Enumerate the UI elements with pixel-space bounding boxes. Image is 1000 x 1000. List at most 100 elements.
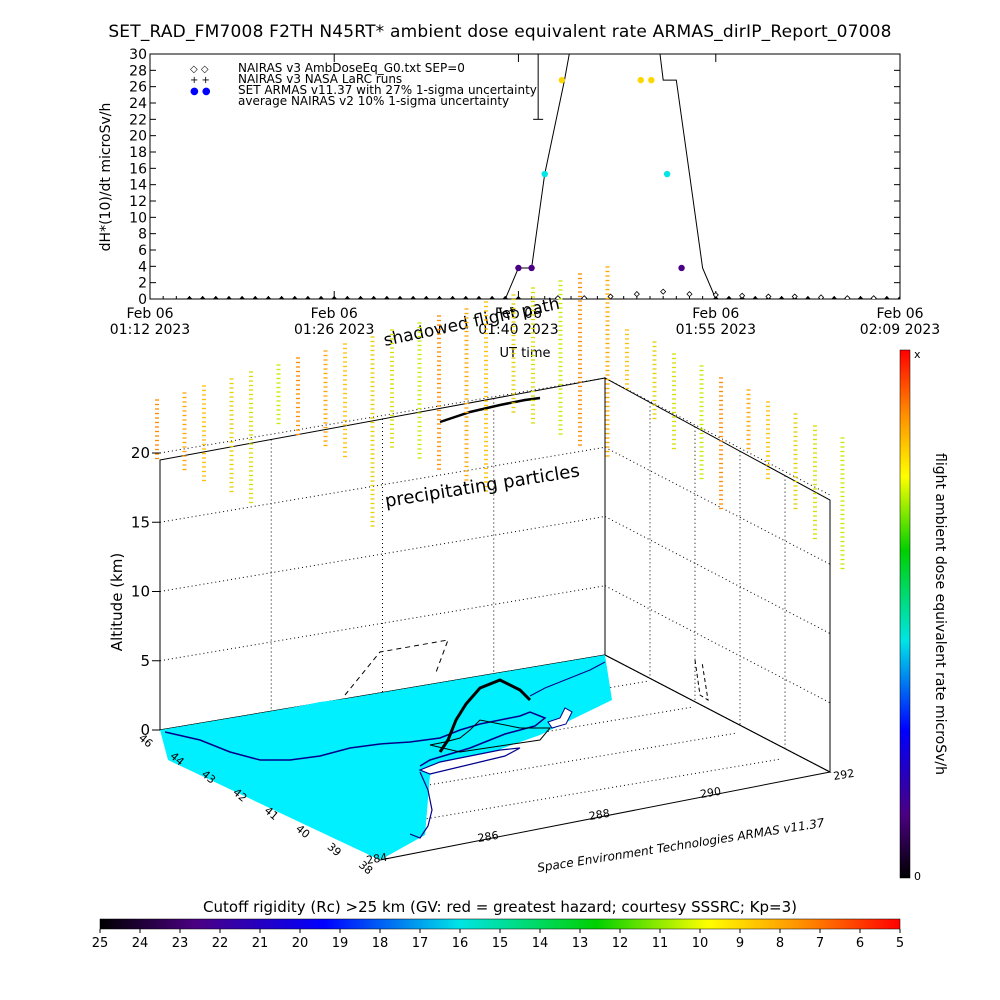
nairas-diamond-marker bbox=[765, 293, 772, 299]
cutoff-rigidity-tick-label: 21 bbox=[252, 936, 269, 951]
top-x-tick-day: Feb 06 bbox=[876, 306, 923, 322]
top-y-tick-label: 10 bbox=[129, 210, 147, 226]
cutoff-rigidity-tick-label: 5 bbox=[896, 936, 904, 951]
precipitating-particles-label: precipitating particles bbox=[383, 460, 581, 512]
longitude-tick-label: 288 bbox=[588, 807, 611, 823]
cutoff-rigidity-tick-label: 16 bbox=[452, 936, 469, 951]
vertical-colorbar bbox=[899, 349, 911, 879]
page-title: SET_RAD_FM7008 F2TH N45RT* ambient dose … bbox=[108, 22, 892, 42]
baseline-marker bbox=[502, 296, 509, 299]
altitude-tick-label: 5 bbox=[140, 652, 150, 670]
top-x-tick-day: Feb 06 bbox=[311, 306, 358, 322]
baseline-marker bbox=[475, 296, 482, 299]
map-capecod bbox=[547, 707, 573, 729]
altitude-tick-label: 15 bbox=[131, 513, 150, 531]
cutoff-rigidity-title: Cutoff rigidity (Rc) >25 km (GV: red = g… bbox=[203, 898, 797, 916]
precipitating-particle-markers bbox=[155, 266, 845, 570]
top-y-axis-label: dH*(10)/dt microSv/h bbox=[98, 103, 114, 252]
top-y-tick-label: 18 bbox=[129, 145, 147, 161]
cutoff-rigidity-tick-label: 11 bbox=[652, 936, 669, 951]
top-x-axis-label: UT time bbox=[500, 346, 551, 361]
top-y-tick-label: 26 bbox=[129, 80, 147, 96]
armas-data-point bbox=[663, 170, 671, 178]
vertical-colorbar-top-label: x bbox=[914, 348, 921, 361]
nairas-diamond-marker bbox=[712, 291, 719, 298]
back-wall-gridline bbox=[159, 377, 606, 454]
altitude-tick-label: 0 bbox=[140, 721, 150, 739]
top-y-tick-label: 30 bbox=[129, 47, 147, 63]
top-x-tick-time: 02:09 2023 bbox=[860, 322, 940, 338]
cutoff-rigidity-tick-label: 19 bbox=[332, 936, 349, 951]
top-x-tick-day: Feb 06 bbox=[692, 306, 739, 322]
nairas-diamond-marker bbox=[870, 295, 877, 299]
latitude-tick-label: 39 bbox=[325, 840, 344, 859]
cutoff-rigidity-tick-label: 10 bbox=[692, 936, 709, 951]
nairas-diamond-marker bbox=[817, 294, 825, 299]
baseline-marker bbox=[725, 296, 732, 299]
floor-gridline bbox=[247, 706, 694, 783]
map-land-newengland bbox=[255, 656, 605, 770]
cutoff-rigidity-tick-label: 22 bbox=[212, 936, 229, 951]
baseline-marker bbox=[199, 296, 206, 299]
cutoff-rigidity-tick-label: 23 bbox=[172, 936, 189, 951]
legend-entry: SET ARMAS v11.37 with 27% 1-sigma uncert… bbox=[238, 83, 537, 97]
cutoff-rigidity-tick-label: 20 bbox=[292, 936, 309, 951]
baseline-marker bbox=[304, 296, 311, 299]
back-wall-gridline bbox=[159, 516, 606, 592]
baseline-marker bbox=[831, 296, 838, 299]
armas-data-point bbox=[541, 170, 548, 178]
nairas-diamond-marker bbox=[739, 292, 746, 299]
top-y-tick-label: 20 bbox=[129, 129, 147, 145]
right-wall-projection bbox=[694, 659, 709, 702]
armas-data-point bbox=[637, 76, 644, 84]
nairas-diamond-marker bbox=[660, 288, 667, 295]
map-maine-coast bbox=[529, 661, 606, 697]
baseline-marker bbox=[318, 296, 325, 299]
top-x-tick-day: Feb 06 bbox=[495, 306, 542, 322]
top-y-tick-label: 2 bbox=[138, 276, 147, 292]
back-wall-gridline bbox=[159, 585, 606, 662]
nairas-diamond-marker bbox=[791, 293, 798, 299]
baseline-marker bbox=[804, 296, 811, 299]
altitude-axis-label: Altitude (km) bbox=[108, 553, 126, 651]
armas-data-point bbox=[515, 264, 522, 272]
baseline-marker bbox=[278, 296, 285, 299]
top-x-tick-day: Feb 06 bbox=[126, 306, 173, 322]
legend-entry: average NAIRAS v2 10% 1-sigma uncertaint… bbox=[238, 94, 509, 108]
cutoff-rigidity-tick-label: 13 bbox=[572, 936, 589, 951]
baseline-marker bbox=[239, 296, 246, 299]
armas-data-point bbox=[648, 76, 655, 84]
longitude-tick-label: 284 bbox=[365, 851, 388, 867]
baseline-marker bbox=[752, 296, 759, 299]
armas-dose-line bbox=[189, 54, 900, 299]
top-x-tick-time: 01:55 2023 bbox=[676, 322, 756, 338]
vertical-colorbar-bottom-label: 0 bbox=[914, 870, 921, 883]
top-series-group bbox=[186, 54, 900, 299]
cutoff-rigidity-tick-label: 25 bbox=[92, 936, 109, 951]
cutoff-rigidity-ticks: 25 24 23 22 21 20 19 18 17 16 15 14 13 12 11 10 9 8 7 6 5 bbox=[92, 929, 904, 951]
baseline-marker bbox=[423, 296, 430, 299]
armas-data-point bbox=[528, 264, 535, 272]
baseline-marker bbox=[370, 296, 377, 299]
top-x-tick-time: 01:26 2023 bbox=[294, 322, 374, 338]
nairas-diamond-marker bbox=[607, 293, 614, 299]
top-y-tick-label: 6 bbox=[138, 243, 147, 259]
armas-data-point bbox=[558, 76, 566, 84]
nairas-diamond-marker bbox=[554, 295, 561, 299]
top-y-tick-label: 22 bbox=[129, 112, 147, 128]
cutoff-rigidity-tick-label: 6 bbox=[856, 936, 864, 951]
baseline-marker bbox=[357, 296, 364, 299]
top-y-tick-label: 28 bbox=[129, 63, 147, 79]
altitude-ticks: 0 5 10 15 20 bbox=[131, 444, 160, 739]
floor-flight-projection bbox=[429, 719, 552, 753]
legend-marker: + + bbox=[190, 75, 210, 86]
top-x-tick-time: 01:12 2023 bbox=[110, 322, 190, 338]
baseline-marker bbox=[186, 296, 193, 299]
legend-entry: NAIRAS v3 AmbDoseEq_G0.txt SEP=0 bbox=[238, 61, 465, 75]
right-wall-gridline bbox=[604, 446, 831, 565]
cutoff-rigidity-colorbar: Cutoff rigidity (Rc) >25 km (GV: red = g… bbox=[92, 898, 904, 951]
right-wall-gridline bbox=[604, 585, 831, 704]
